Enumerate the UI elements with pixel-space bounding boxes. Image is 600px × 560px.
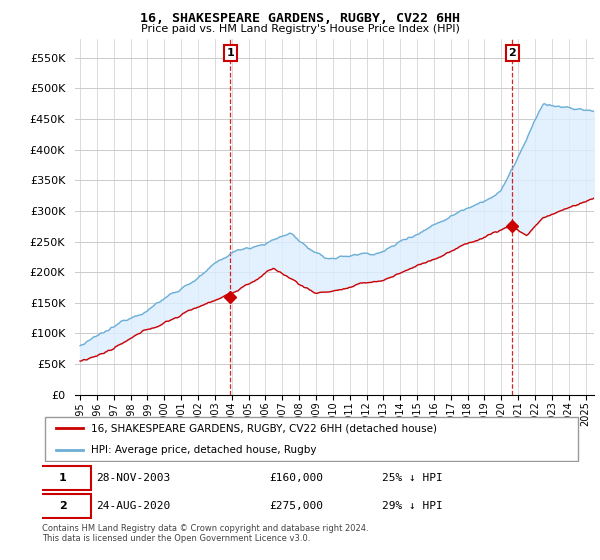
Text: 1: 1 [59, 473, 67, 483]
FancyBboxPatch shape [34, 494, 91, 517]
Text: 2: 2 [59, 501, 67, 511]
Text: 28-NOV-2003: 28-NOV-2003 [96, 473, 170, 483]
FancyBboxPatch shape [45, 417, 578, 461]
Text: HPI: Average price, detached house, Rugby: HPI: Average price, detached house, Rugb… [91, 445, 316, 455]
FancyBboxPatch shape [34, 466, 91, 489]
Text: Contains HM Land Registry data © Crown copyright and database right 2024.
This d: Contains HM Land Registry data © Crown c… [42, 524, 368, 543]
Text: 29% ↓ HPI: 29% ↓ HPI [382, 501, 443, 511]
Text: 2: 2 [508, 48, 516, 58]
Text: 16, SHAKESPEARE GARDENS, RUGBY, CV22 6HH (detached house): 16, SHAKESPEARE GARDENS, RUGBY, CV22 6HH… [91, 423, 437, 433]
Text: 16, SHAKESPEARE GARDENS, RUGBY, CV22 6HH: 16, SHAKESPEARE GARDENS, RUGBY, CV22 6HH [140, 12, 460, 25]
Text: 1: 1 [226, 48, 234, 58]
Text: 25% ↓ HPI: 25% ↓ HPI [382, 473, 443, 483]
Text: Price paid vs. HM Land Registry's House Price Index (HPI): Price paid vs. HM Land Registry's House … [140, 24, 460, 34]
Text: 24-AUG-2020: 24-AUG-2020 [96, 501, 170, 511]
Text: £275,000: £275,000 [269, 501, 323, 511]
Text: £160,000: £160,000 [269, 473, 323, 483]
